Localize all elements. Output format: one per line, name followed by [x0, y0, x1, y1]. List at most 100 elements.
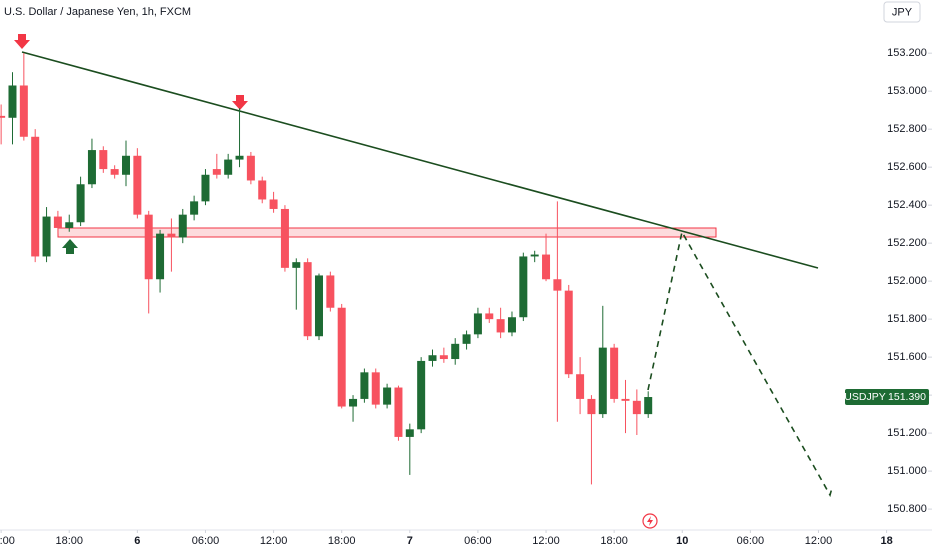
candle: [167, 218, 176, 272]
drawings: [14, 34, 833, 498]
candle: [31, 129, 40, 263]
candle: [0, 104, 6, 145]
candle: [53, 210, 62, 234]
candle-body: [394, 387, 403, 437]
candle-body: [8, 85, 17, 118]
event-icon[interactable]: [642, 513, 658, 529]
y-tick-label: 152.000: [887, 275, 927, 287]
candle-body: [99, 150, 108, 170]
x-tick-label: 6: [134, 535, 140, 547]
candle-body: [473, 313, 482, 335]
y-tick-label: 152.200: [887, 237, 927, 249]
candle: [576, 357, 585, 415]
y-tick-label: 152.800: [887, 123, 927, 135]
x-tick-label: 06:00: [192, 535, 220, 547]
candle-body: [587, 398, 596, 415]
candle-body: [337, 307, 346, 407]
x-tick-label: 12:00: [532, 535, 560, 547]
candle: [598, 305, 607, 418]
candle-body: [360, 372, 369, 399]
candle-body: [235, 155, 244, 160]
candle-body: [405, 429, 414, 437]
candle-body: [246, 155, 255, 181]
candle-body: [621, 398, 630, 401]
candle: [371, 368, 380, 409]
candle: [76, 176, 85, 227]
candle-body: [462, 334, 471, 344]
candle-body: [451, 343, 460, 360]
candle: [485, 307, 494, 323]
candle: [292, 258, 301, 310]
y-tick-label: 152.600: [887, 161, 927, 173]
candle-body: [280, 208, 289, 268]
candle-body: [65, 222, 74, 228]
trend-line: [21, 51, 819, 269]
x-tick-label: 18:00: [600, 535, 628, 547]
candle: [133, 148, 142, 219]
candle: [610, 343, 619, 403]
candle: [337, 303, 346, 409]
candle: [542, 233, 551, 282]
candle: [349, 395, 358, 422]
candle: [8, 72, 17, 145]
candle-body: [201, 174, 210, 202]
candle-body: [371, 372, 380, 405]
x-tick-label: 12:00: [260, 535, 288, 547]
y-tick-label: 151.600: [887, 351, 927, 363]
y-tick-label: 151.200: [887, 427, 927, 439]
candle: [326, 271, 335, 312]
candle-body: [258, 180, 267, 200]
candle-body: [519, 256, 528, 318]
candle: [99, 146, 108, 173]
candle-body: [0, 115, 6, 118]
x-tick-label: 18:00: [55, 535, 83, 547]
candle: [405, 423, 414, 475]
x-tick-label: 12:00: [0, 535, 15, 547]
currency-label[interactable]: JPY: [892, 6, 913, 18]
candle-body: [133, 155, 142, 215]
candle-body: [42, 216, 51, 257]
last-price-label: 151.390: [888, 391, 926, 403]
candle-body: [644, 397, 653, 415]
x-tick-label: 06:00: [464, 535, 492, 547]
candle: [644, 391, 653, 418]
candle: [314, 273, 323, 341]
candle: [178, 208, 187, 244]
candle: [258, 176, 267, 204]
up-arrow: [62, 239, 78, 254]
candle: [473, 307, 482, 339]
candle-body: [507, 317, 516, 333]
chart-title: U.S. Dollar / Japanese Yen, 1h, FXCM: [4, 6, 191, 18]
candle-body: [292, 262, 301, 268]
candle: [269, 191, 278, 213]
currency-button[interactable]: [883, 1, 921, 23]
candle-body: [178, 214, 187, 238]
candle-body: [383, 387, 392, 405]
candle: [42, 207, 51, 263]
candle: [439, 347, 448, 363]
candle-body: [224, 159, 233, 175]
candle-body: [167, 233, 176, 238]
candle-body: [31, 136, 40, 257]
candle: [156, 229, 165, 293]
candle: [190, 195, 199, 221]
candle-body: [542, 254, 551, 280]
last-price-box: [845, 389, 929, 406]
candle-body: [417, 360, 426, 430]
candle-body: [269, 199, 278, 209]
candle: [428, 349, 437, 367]
candle: [303, 258, 312, 341]
candle: [496, 307, 505, 339]
candle: [122, 140, 131, 187]
x-tick-label: 06:00: [737, 535, 765, 547]
candle-body: [314, 275, 323, 337]
candle-body: [212, 169, 221, 175]
x-tick-label: 7: [407, 535, 413, 547]
candle: [212, 153, 221, 179]
candle-body: [553, 279, 562, 291]
event-bolt[interactable]: [647, 516, 653, 526]
x-tick-label: 10: [676, 535, 688, 547]
x-tick-label: 18:00: [328, 535, 356, 547]
candle: [519, 252, 528, 322]
candle: [394, 385, 403, 441]
